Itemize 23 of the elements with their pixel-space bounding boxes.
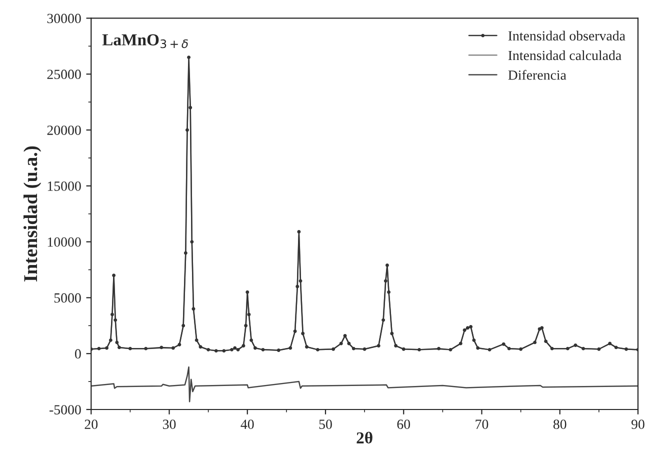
- y-tick-label: 20000: [47, 126, 81, 135]
- x-tick-label: 50: [319, 420, 332, 429]
- x-tick-label: 90: [631, 420, 644, 429]
- x-axis-title: 2θ: [356, 432, 372, 444]
- x-tick-label: 80: [553, 420, 566, 429]
- y-tick-label: 15000: [48, 181, 81, 191]
- x-tick-label: 60: [397, 420, 410, 429]
- y-tick-label: -5000: [50, 405, 81, 414]
- legend-label: Diferencia: [508, 70, 566, 80]
- legend-label: Intensidad calculada: [508, 50, 622, 60]
- x-tick-label: 40: [240, 420, 254, 429]
- x-tick-label: 30: [162, 420, 176, 429]
- legend-label: Intensidad observada: [508, 30, 626, 41]
- x-tick-label: 70: [476, 420, 488, 429]
- y-tick-label: 25000: [47, 70, 81, 80]
- y-tick-label: 10000: [48, 237, 81, 247]
- line-series: [91, 366, 638, 402]
- y-axis-title: Intensidad (u.a.): [24, 146, 42, 282]
- y-tick-label: 5000: [54, 293, 81, 303]
- x-tick-label: 20: [84, 420, 98, 429]
- y-tick-label: 30000: [47, 14, 81, 24]
- annotation: LaMnO$_{3+δ}$: [102, 34, 188, 48]
- y-tick-label: 0: [75, 349, 81, 359]
